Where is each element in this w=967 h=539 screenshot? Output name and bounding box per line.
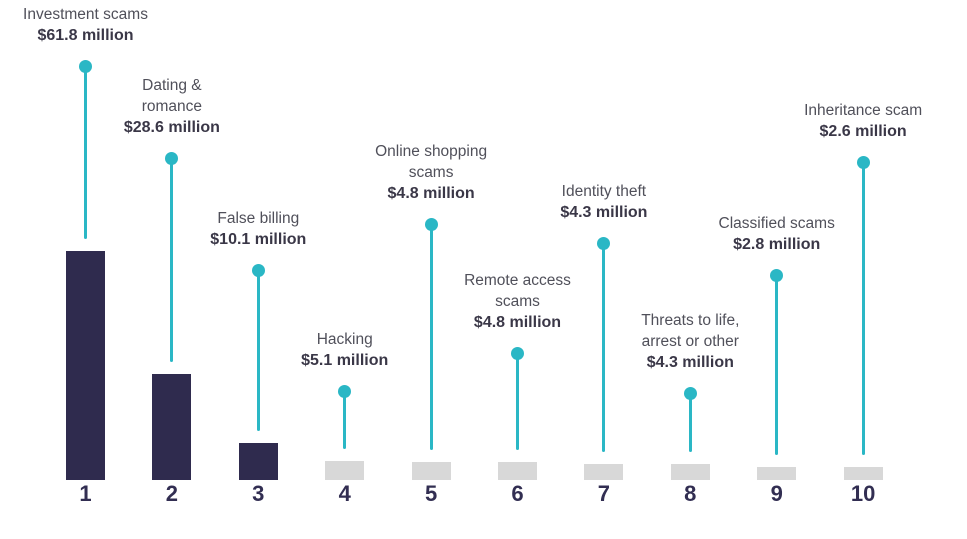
scam-value: $2.6 million bbox=[819, 123, 907, 140]
rank-number: 10 bbox=[850, 481, 876, 506]
value-bar-muted bbox=[411, 462, 451, 480]
scam-name: Identity theft bbox=[561, 183, 647, 200]
lollipop-stem bbox=[256, 270, 260, 431]
scam-label: Dating & romance $28.6 million bbox=[57, 75, 287, 138]
lollipop-dot bbox=[511, 346, 524, 360]
scam-label: Identity theft $4.3 million bbox=[489, 181, 719, 223]
scam-value: $10.1 million bbox=[210, 231, 307, 248]
rank-number: 6 bbox=[511, 481, 524, 506]
lollipop-dot bbox=[856, 155, 870, 169]
lollipop-stem bbox=[602, 243, 606, 453]
lollipop-stem bbox=[343, 391, 347, 450]
lollipop-dot bbox=[165, 151, 179, 165]
value-bar-muted bbox=[670, 464, 710, 480]
scam-value: $4.3 million bbox=[646, 354, 734, 371]
value-bar-muted bbox=[757, 467, 797, 480]
lollipop-dot bbox=[338, 384, 352, 398]
value-bar-highlight bbox=[152, 374, 192, 480]
lollipop-stem bbox=[429, 224, 433, 451]
value-bar-muted bbox=[584, 464, 624, 480]
lollipop-dot bbox=[770, 268, 784, 282]
scam-label: Online shopping scams $4.8 million bbox=[316, 141, 546, 204]
scam-value: $5.1 million bbox=[301, 352, 389, 369]
rank-number: 5 bbox=[424, 481, 438, 506]
lollipop-dot bbox=[424, 217, 438, 231]
rank-number: 9 bbox=[770, 481, 783, 506]
rank-number: 7 bbox=[597, 481, 611, 506]
lollipop-stem bbox=[516, 353, 519, 451]
scam-name: Online shopping scams bbox=[375, 143, 488, 181]
value-bar-muted bbox=[498, 462, 537, 480]
scam-name: False billing bbox=[217, 210, 300, 227]
lollipop-dot bbox=[683, 386, 697, 400]
rank-number: 2 bbox=[165, 481, 179, 506]
lollipop-stem bbox=[688, 393, 692, 453]
scam-name: Classified scams bbox=[718, 215, 835, 232]
lollipop-dot bbox=[251, 263, 265, 277]
scam-name: Remote access scams bbox=[464, 272, 571, 310]
lollipop-stem bbox=[84, 66, 87, 240]
scam-name: Inheritance scam bbox=[804, 102, 923, 119]
value-bar-highlight bbox=[66, 251, 105, 480]
scam-label: Threats to life, arrest or other $4.3 mil… bbox=[575, 310, 805, 373]
value-bar-muted bbox=[843, 467, 883, 480]
scam-label: Classified scams $2.8 million bbox=[662, 213, 892, 255]
value-bar-highlight bbox=[238, 442, 278, 480]
scam-value: $4.8 million bbox=[473, 314, 562, 331]
scam-label: Investment scams $61.8 million bbox=[0, 4, 201, 46]
lollipop-dot bbox=[79, 59, 92, 73]
rank-number: 1 bbox=[79, 481, 92, 506]
scam-label: False billing $10.1 million bbox=[143, 208, 373, 250]
lollipop-stem bbox=[775, 275, 779, 455]
scam-value: $61.8 million bbox=[37, 27, 134, 44]
scam-label: Remote access scams $4.8 million bbox=[403, 270, 633, 333]
scam-label: Inheritance scam $2.6 million bbox=[748, 100, 967, 142]
scam-name: Investment scams bbox=[23, 6, 148, 23]
scam-name: Threats to life, arrest or other bbox=[641, 312, 740, 350]
lollipop-stem bbox=[170, 158, 174, 363]
rank-number: 3 bbox=[252, 481, 265, 506]
value-bar-muted bbox=[325, 461, 365, 480]
scam-value: $4.8 million bbox=[387, 185, 475, 202]
scam-value: $28.6 million bbox=[123, 119, 220, 136]
scam-value: $2.8 million bbox=[733, 236, 821, 253]
scam-name: Hacking bbox=[316, 331, 373, 348]
scam-name: Dating & romance bbox=[141, 77, 203, 115]
rank-number: 8 bbox=[684, 481, 697, 506]
scam-label: Hacking $5.1 million bbox=[230, 329, 460, 371]
rank-number: 4 bbox=[338, 481, 351, 506]
scam-value: $4.3 million bbox=[560, 204, 648, 221]
lollipop-dot bbox=[597, 236, 611, 250]
lollipop-stem bbox=[861, 162, 865, 455]
